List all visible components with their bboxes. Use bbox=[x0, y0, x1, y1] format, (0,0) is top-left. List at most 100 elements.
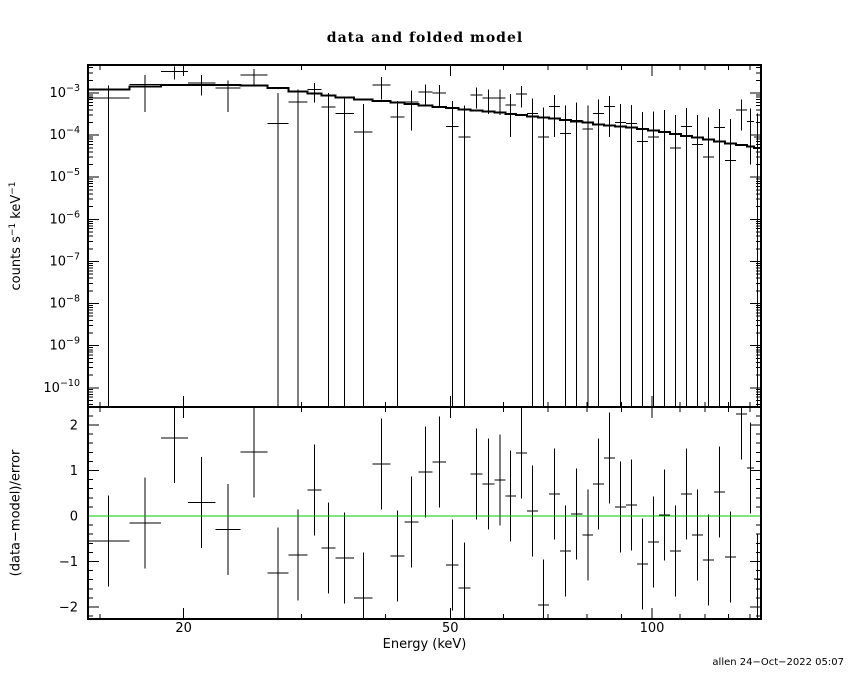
y-axis-label-part: keV bbox=[9, 194, 25, 223]
spectrum-data-point bbox=[670, 115, 682, 406]
y-axis-label-superscript: −1 bbox=[7, 181, 18, 195]
residual-data-point bbox=[560, 505, 572, 597]
residual-data-point bbox=[458, 542, 471, 618]
x-tick-label: 50 bbox=[442, 621, 459, 636]
residual-data-point bbox=[446, 519, 459, 611]
residual-data-point bbox=[615, 461, 627, 553]
residual-data-point bbox=[372, 418, 391, 510]
y-axis-label-superscript: −1 bbox=[7, 222, 18, 237]
spectrum-data-point bbox=[432, 84, 447, 108]
residual-data-point bbox=[353, 552, 373, 618]
residual-data-point bbox=[418, 426, 433, 518]
spectrum-data-point bbox=[637, 112, 649, 406]
spectrum-data-point bbox=[404, 90, 419, 131]
residual-data-point bbox=[187, 456, 216, 548]
y-axis-label-residuals: (data−model)/error bbox=[8, 449, 24, 577]
spectrum-data-point bbox=[240, 69, 268, 85]
residual-data bbox=[88, 408, 761, 618]
y-tick-label: 10−10 bbox=[43, 378, 80, 396]
residual-data-point bbox=[505, 450, 517, 542]
residual-data-point bbox=[571, 468, 583, 560]
spectrum-data-point bbox=[494, 89, 506, 116]
y-tick-label: 2 bbox=[70, 419, 78, 434]
spectrum-data-point bbox=[615, 103, 627, 406]
y-tick-label: 10−3 bbox=[49, 83, 80, 101]
axis-tick-labels: 10−3 10−4 10−5 10−6 10−7 10−8 10−9 10−10 2 1 0 −1 −2… bbox=[43, 83, 664, 636]
y-tick-label: 10−8 bbox=[49, 294, 80, 312]
spectrum-data-point bbox=[753, 113, 761, 406]
y-axis-label-counts: counts s−1 keV−1 bbox=[8, 181, 24, 290]
spectrum-data-point bbox=[681, 108, 692, 406]
spectrum-data-point bbox=[702, 117, 714, 406]
residual-data-point bbox=[549, 448, 561, 540]
residual-data-point bbox=[307, 444, 322, 536]
spectrum-data-point bbox=[372, 76, 391, 100]
model-line bbox=[88, 84, 761, 150]
residual-data-point bbox=[404, 476, 419, 568]
y-tick-label: −2 bbox=[59, 600, 78, 615]
residual-data-point bbox=[470, 428, 483, 520]
footer-timestamp: allen 24−Oct−2022 05:07 bbox=[712, 657, 844, 668]
spectrum-data-point bbox=[658, 109, 671, 406]
spectrum-data-point bbox=[560, 105, 572, 406]
y-tick-label: 0 bbox=[70, 510, 78, 525]
spectrum-data-point bbox=[353, 103, 373, 406]
residual-data-point bbox=[516, 408, 528, 499]
residual-data-point bbox=[527, 465, 539, 557]
residual-data-point bbox=[129, 477, 161, 569]
x-tick-label: 20 bbox=[175, 621, 192, 636]
spectrum-data-point bbox=[267, 92, 289, 406]
residual-data-point bbox=[637, 518, 649, 610]
spectrum-data-point bbox=[516, 86, 528, 108]
residual-data-point bbox=[538, 559, 550, 618]
spectrum-data-point bbox=[446, 100, 459, 406]
y-tick-label: −1 bbox=[59, 555, 78, 570]
spectrum-data-point bbox=[735, 99, 747, 131]
y-tick-label: 1 bbox=[70, 464, 78, 479]
spectrum-data-point bbox=[571, 102, 583, 406]
spectrum-data-point bbox=[593, 99, 605, 406]
residual-data-point bbox=[753, 533, 761, 618]
y-axis-label-part: counts s bbox=[9, 236, 25, 291]
spectrum-data-point bbox=[187, 74, 216, 96]
axis-ticks bbox=[88, 65, 761, 619]
spectrum-data-point bbox=[725, 119, 736, 406]
residual-data-point bbox=[215, 484, 241, 576]
residual-data-point bbox=[240, 408, 268, 498]
residual-data-point bbox=[746, 422, 754, 514]
residual-data-point bbox=[670, 505, 682, 597]
residual-data-point bbox=[691, 489, 703, 581]
spectrum-data-point bbox=[549, 94, 561, 138]
residual-data-point bbox=[658, 469, 671, 561]
plot-title: data and folded model bbox=[326, 30, 524, 46]
spectrum-data-point bbox=[691, 115, 703, 406]
spectrum-data-point bbox=[390, 100, 405, 406]
residual-data-point bbox=[88, 495, 130, 587]
spectrum-data-point bbox=[307, 82, 322, 103]
spectrum-data-point bbox=[538, 107, 550, 406]
residual-panel-frame bbox=[87, 406, 762, 620]
spectrum-data-point bbox=[129, 74, 161, 113]
spectrum-data-point bbox=[321, 92, 336, 406]
spectrum-data-point bbox=[527, 98, 539, 406]
spectrum-data bbox=[88, 66, 761, 406]
x-tick-label: 100 bbox=[640, 621, 665, 636]
spectrum-data-point bbox=[482, 89, 495, 114]
residual-data-point bbox=[390, 510, 405, 602]
spectrum-data-point bbox=[160, 66, 188, 80]
residual-data-point bbox=[713, 446, 726, 538]
y-tick-label: 10−6 bbox=[49, 209, 80, 227]
x-axis-label: Energy (keV) bbox=[382, 637, 467, 652]
residual-data-point bbox=[725, 511, 736, 603]
spectrum-data-point bbox=[288, 89, 308, 406]
spectrum-data-point bbox=[713, 108, 726, 406]
spectrum-data-point bbox=[418, 84, 433, 106]
spectrum-data-point bbox=[582, 105, 594, 406]
y-tick-label: 10−5 bbox=[49, 167, 80, 185]
spectrum-panel-frame bbox=[87, 64, 762, 408]
spectrum-data-point bbox=[458, 105, 471, 406]
y-tick-label: 10−9 bbox=[49, 336, 80, 354]
residual-data-point bbox=[582, 489, 594, 581]
residual-data-point bbox=[735, 408, 747, 460]
